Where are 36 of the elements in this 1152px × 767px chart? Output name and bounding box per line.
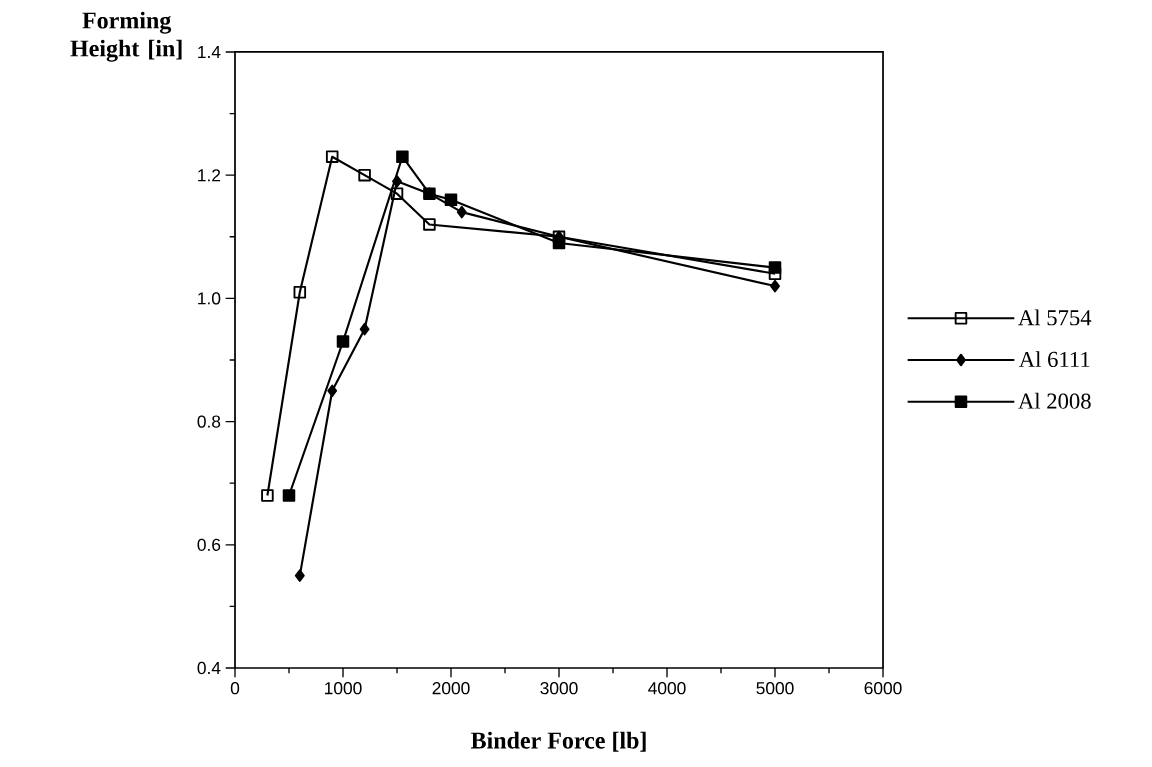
point [293,285,307,299]
point [325,150,339,163]
point [294,569,305,582]
point [552,236,566,250]
x-tick-label: 3000 [540,682,578,695]
point [444,193,458,207]
x-axis-title: Binder Force [lb] [470,731,646,752]
point [456,205,467,219]
point [392,175,402,188]
point [327,384,338,398]
legend-label: Al 2008 [1018,392,1091,409]
y-tick-label: 0.6 [197,538,221,551]
y-tick-label: 1.4 [198,46,221,58]
point [768,261,782,274]
point [336,335,350,348]
point [770,279,780,293]
legend-label: Al 6111 [1018,351,1090,368]
point [358,168,371,182]
point [423,218,436,231]
x-tick-label: 6000 [864,682,902,695]
y-axis-title: Forming Height [in] [70,11,182,62]
x-tick-label: 1000 [325,682,362,695]
y-tick-label: 1.2 [198,169,221,182]
point [359,322,370,336]
y-tick-label: 0.4 [197,661,221,675]
point [261,489,274,502]
point [390,187,404,200]
y-tick-label: 0.8 [197,415,221,428]
y-tick-label: 1.0 [198,292,221,305]
x-tick-label: 2000 [432,682,470,695]
point [396,150,409,163]
x-tick-label: 4000 [648,682,686,695]
x-tick-label: 5000 [756,682,794,695]
legend-label: Al 5754 [1018,309,1092,326]
x-tick-label: 0 [230,682,240,695]
point [282,489,296,502]
